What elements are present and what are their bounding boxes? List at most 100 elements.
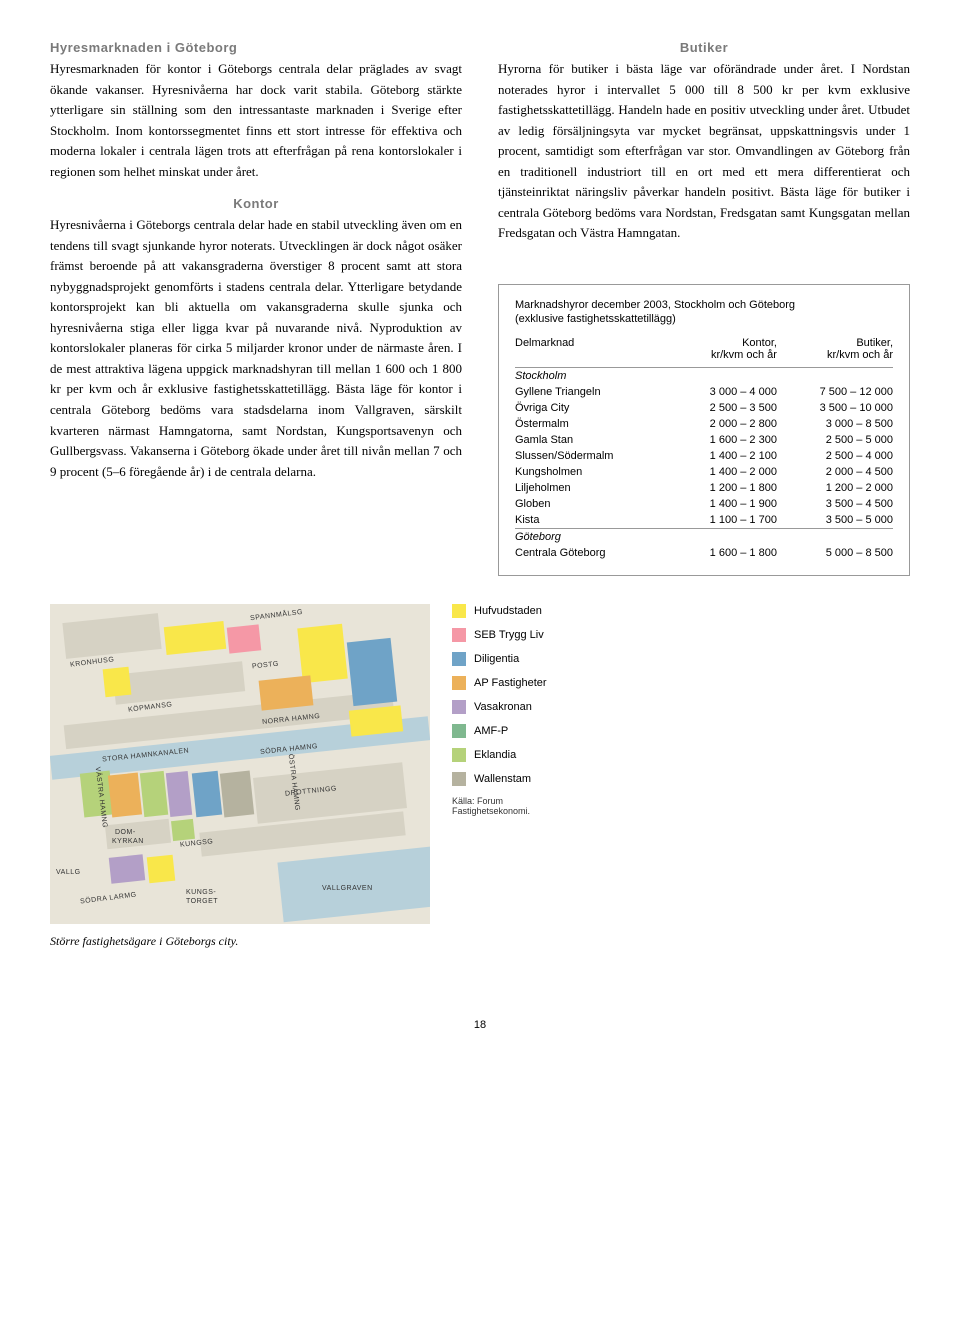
table-row: Centrala Göteborg1 600 – 1 8005 000 – 8 … <box>515 545 893 561</box>
cell-name: Globen <box>515 496 671 512</box>
table-row: Kungsholmen1 400 – 2 0002 000 – 4 500 <box>515 464 893 480</box>
main-columns: Hyresmarknaden i Göteborg Hyresmarknaden… <box>50 40 910 576</box>
legend-swatch <box>452 628 466 642</box>
cell-office: 1 400 – 1 900 <box>671 496 777 512</box>
left-title-1: Hyresmarknaden i Göteborg <box>50 40 462 55</box>
legend-item: Vasakronan <box>452 700 592 714</box>
cell-retail: 1 200 – 2 000 <box>777 480 893 496</box>
table-caption: Marknadshyror december 2003, Stockholm o… <box>515 299 893 311</box>
legend-label: AP Fastigheter <box>474 677 547 689</box>
cell-retail: 3 500 – 5 000 <box>777 512 893 529</box>
table-subcaption: (exklusive fastighetsskattetillägg) <box>515 313 893 325</box>
legend-swatch <box>452 724 466 738</box>
table-row: Gamla Stan1 600 – 2 3002 500 – 5 000 <box>515 432 893 448</box>
map-street-label: VALLGRAVEN <box>322 885 373 892</box>
source-note: Källa: ForumFastighetsekonomi. <box>452 796 592 816</box>
map-owner-block <box>227 624 262 653</box>
map-street-label: KYRKAN <box>112 838 144 845</box>
cell-office: 1 600 – 2 300 <box>671 432 777 448</box>
col-kontor: Kontor,kr/kvm och år <box>671 335 777 368</box>
map-owner-block <box>164 621 227 655</box>
legend-item: AMF-P <box>452 724 592 738</box>
rent-table: Delmarknad Kontor,kr/kvm och år Butiker,… <box>515 335 893 561</box>
map-owner-block <box>140 771 168 817</box>
legend-swatch <box>452 700 466 714</box>
right-title-1: Butiker <box>498 40 910 55</box>
col-delmarknad: Delmarknad <box>515 335 671 368</box>
table-row: Kista1 100 – 1 7003 500 – 5 000 <box>515 512 893 529</box>
map-owner-block <box>166 771 192 817</box>
table-row: Övriga City2 500 – 3 5003 500 – 10 000 <box>515 400 893 416</box>
right-para-1: Hyrorna för butiker i bästa läge var ofö… <box>498 59 910 244</box>
legend-label: Eklandia <box>474 749 516 761</box>
map-figure: SPANNMÅLSGKRONHUSGPOSTGKÖPMANSGNORRA HAM… <box>50 604 430 924</box>
cell-name: Östermalm <box>515 416 671 432</box>
table-row: Östermalm2 000 – 2 8003 000 – 8 500 <box>515 416 893 432</box>
left-title-2: Kontor <box>50 196 462 211</box>
cell-office: 2 500 – 3 500 <box>671 400 777 416</box>
map-street-label: TORGET <box>186 898 218 905</box>
left-column: Hyresmarknaden i Göteborg Hyresmarknaden… <box>50 40 462 576</box>
map-owner-block <box>103 666 132 697</box>
cell-retail: 3 500 – 10 000 <box>777 400 893 416</box>
legend-label: AMF-P <box>474 725 508 737</box>
table-group-header: Stockholm <box>515 367 893 384</box>
cell-retail: 3 000 – 8 500 <box>777 416 893 432</box>
right-column: Butiker Hyrorna för butiker i bästa läge… <box>498 40 910 576</box>
map-owner-block <box>109 854 146 883</box>
map-block <box>62 613 161 659</box>
legend-item: SEB Trygg Liv <box>452 628 592 642</box>
legend-label: Diligentia <box>474 653 519 665</box>
cell-retail: 2 500 – 5 000 <box>777 432 893 448</box>
map-caption: Större fastighetsägare i Göteborgs city. <box>50 934 430 949</box>
map-street-label: POSTG <box>252 660 280 670</box>
cell-name: Liljeholmen <box>515 480 671 496</box>
cell-office: 3 000 – 4 000 <box>671 384 777 400</box>
page-number: 18 <box>50 1019 910 1031</box>
cell-name: Gyllene Triangeln <box>515 384 671 400</box>
map-owner-block <box>259 675 314 710</box>
cell-name: Slussen/Södermalm <box>515 448 671 464</box>
cell-name: Övriga City <box>515 400 671 416</box>
map-owner-block <box>171 819 195 841</box>
map-owner-block <box>108 772 142 817</box>
legend-label: SEB Trygg Liv <box>474 629 544 641</box>
map-street-label: KUNGS- <box>186 889 216 896</box>
cell-retail: 2 000 – 4 500 <box>777 464 893 480</box>
table-group-header: Göteborg <box>515 528 893 545</box>
legend-swatch <box>452 604 466 618</box>
map-street-label: KÖPMANSG <box>128 701 173 713</box>
legend-item: AP Fastigheter <box>452 676 592 690</box>
left-para-2: Hyresnivåerna i Göteborgs centrala delar… <box>50 215 462 482</box>
legend-label: Wallenstam <box>474 773 531 785</box>
legend-swatch <box>452 676 466 690</box>
map-street-label: DOM- <box>115 829 136 836</box>
map-street-label: SPANNMÅLSG <box>250 609 304 622</box>
bottom-area: SPANNMÅLSGKRONHUSGPOSTGKÖPMANSGNORRA HAM… <box>50 604 910 949</box>
map-owner-block <box>147 854 176 883</box>
legend-item: Wallenstam <box>452 772 592 786</box>
table-row: Slussen/Södermalm1 400 – 2 1002 500 – 4 … <box>515 448 893 464</box>
cell-office: 1 400 – 2 000 <box>671 464 777 480</box>
cell-name: Centrala Göteborg <box>515 545 671 561</box>
legend-swatch <box>452 652 466 666</box>
map-street-label: SÖDRA LARMG <box>80 891 137 905</box>
legend-item: Diligentia <box>452 652 592 666</box>
map-block <box>113 661 245 704</box>
legend-item: Hufvudstaden <box>452 604 592 618</box>
map-owner-block <box>220 770 254 817</box>
cell-retail: 2 500 – 4 000 <box>777 448 893 464</box>
cell-name: Gamla Stan <box>515 432 671 448</box>
cell-office: 2 000 – 2 800 <box>671 416 777 432</box>
legend-item: Eklandia <box>452 748 592 762</box>
cell-retail: 5 000 – 8 500 <box>777 545 893 561</box>
map-owner-block <box>297 624 348 683</box>
table-row: Globen1 400 – 1 9003 500 – 4 500 <box>515 496 893 512</box>
cell-office: 1 600 – 1 800 <box>671 545 777 561</box>
cell-office: 1 100 – 1 700 <box>671 512 777 529</box>
map-river <box>277 841 430 922</box>
legend-swatch <box>452 748 466 762</box>
cell-retail: 3 500 – 4 500 <box>777 496 893 512</box>
legend-swatch <box>452 772 466 786</box>
cell-name: Kista <box>515 512 671 529</box>
